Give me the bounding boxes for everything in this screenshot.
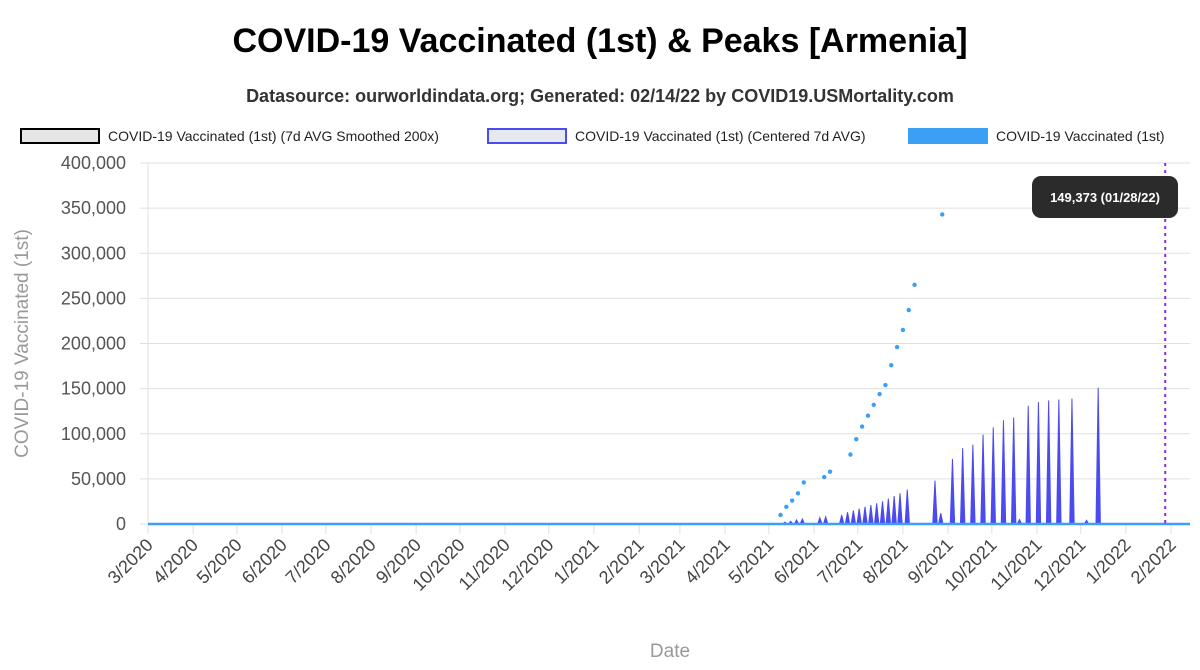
centered-avg-spike (970, 444, 976, 525)
daily-data-point (784, 504, 789, 510)
y-tick-label: 300,000 (61, 243, 126, 263)
centered-avg-spike (949, 459, 956, 525)
y-tick-label: 350,000 (61, 198, 126, 218)
y-tick-label: 200,000 (61, 334, 126, 354)
centered-avg-spike (1035, 402, 1042, 525)
daily-data-point (894, 344, 900, 350)
centered-avg-spike (1000, 420, 1007, 525)
centered-avg-spike (862, 506, 868, 525)
centered-avg-spike (850, 510, 857, 525)
y-tick-label: 150,000 (61, 379, 126, 399)
daily-data-point (795, 491, 801, 496)
centered-avg-spike (897, 493, 903, 525)
x-tick-label: 7/2020 (282, 535, 335, 588)
legend-label-smoothed: COVID-19 Vaccinated (1st) (7d AVG Smooth… (108, 128, 439, 144)
x-tick-label: 5/2020 (193, 535, 246, 588)
x-tick-label: 6/2021 (770, 535, 823, 588)
x-tick-label: 3/2020 (104, 535, 157, 588)
x-tick-label: 3/2021 (636, 535, 689, 588)
x-axis-title: Date (650, 641, 690, 662)
daily-data-point (940, 212, 945, 217)
daily-data-point (827, 469, 833, 474)
daily-data-point (789, 498, 795, 503)
centered-avg-spike (891, 495, 897, 525)
centered-avg-spike (1095, 387, 1101, 525)
centered-avg-spike (873, 503, 880, 525)
daily-data-point (859, 424, 865, 429)
x-tick-label: 8/2021 (859, 535, 912, 588)
daily-data-point (889, 362, 894, 368)
centered-avg-spike (844, 512, 851, 525)
daily-data-point (822, 474, 827, 480)
legend-swatch-smoothed (20, 128, 100, 144)
daily-data-point (871, 402, 876, 408)
centered-avg-spike (959, 448, 966, 525)
x-tick-label: 1/2022 (1082, 535, 1135, 588)
y-axis-title: COVID-19 Vaccinated (1st) (12, 229, 33, 458)
daily-data-point (865, 413, 871, 418)
x-tick-label: 8/2020 (327, 535, 380, 588)
legend-label-centered: COVID-19 Vaccinated (1st) (Centered 7d A… (575, 128, 866, 144)
x-tick-label: 5/2021 (725, 535, 778, 588)
centered-avg-spike (932, 480, 938, 525)
x-tick-label: 2/2021 (595, 535, 648, 588)
daily-data-point (778, 512, 783, 518)
daily-data-point (912, 282, 917, 288)
chart-subtitle: Datasource: ourworldindata.org; Generate… (246, 86, 954, 106)
daily-data-point (883, 382, 888, 388)
centered-avg-spike (1069, 398, 1075, 525)
y-tick-label: 50,000 (71, 469, 126, 489)
chart-title: COVID-19 Vaccinated (1st) & Peaks [Armen… (232, 22, 968, 60)
daily-data-point (801, 480, 807, 485)
y-tick-label: 0 (116, 514, 126, 534)
daily-data-point (877, 391, 882, 397)
legend-item-smoothed[interactable]: COVID-19 Vaccinated (1st) (7d AVG Smooth… (20, 124, 439, 148)
centered-avg-spike (937, 513, 944, 525)
y-tick-label: 250,000 (61, 288, 126, 308)
x-tick-label: 4/2021 (681, 535, 734, 588)
centered-avg-spike (1025, 405, 1031, 525)
x-tick-label: 2/2022 (1127, 535, 1180, 588)
legend-item-centered[interactable]: COVID-19 Vaccinated (1st) (Centered 7d A… (487, 124, 866, 148)
centered-avg-spike (990, 427, 996, 525)
daily-data-point (848, 452, 853, 457)
x-tick-label: 7/2021 (813, 535, 866, 588)
centered-avg-spike (856, 508, 862, 525)
daily-data-point (854, 436, 859, 442)
legend-item-daily[interactable]: COVID-19 Vaccinated (1st) (908, 124, 1165, 148)
centered-avg-spike (838, 514, 845, 525)
legend-swatch-centered (487, 128, 567, 144)
x-tick-label: 4/2020 (149, 535, 202, 588)
x-tick-label: 6/2020 (238, 535, 291, 588)
centered-avg-spike (1056, 399, 1062, 525)
centered-avg-spike (868, 504, 874, 525)
data-tooltip: 149,373 (01/28/22) (1032, 176, 1178, 218)
legend-swatch-daily (908, 128, 988, 144)
centered-avg-spike (1045, 400, 1052, 525)
centered-avg-spike (904, 489, 911, 525)
centered-avg-spike (885, 498, 892, 525)
y-tick-label: 400,000 (61, 153, 126, 173)
x-tick-label: 1/2021 (550, 535, 603, 588)
centered-avg-spike (980, 434, 986, 525)
y-tick-label: 100,000 (61, 424, 126, 444)
centered-avg-spike (879, 501, 886, 525)
daily-data-point (900, 327, 906, 333)
daily-data-point (906, 307, 911, 313)
legend-label-daily: COVID-19 Vaccinated (1st) (996, 128, 1165, 144)
